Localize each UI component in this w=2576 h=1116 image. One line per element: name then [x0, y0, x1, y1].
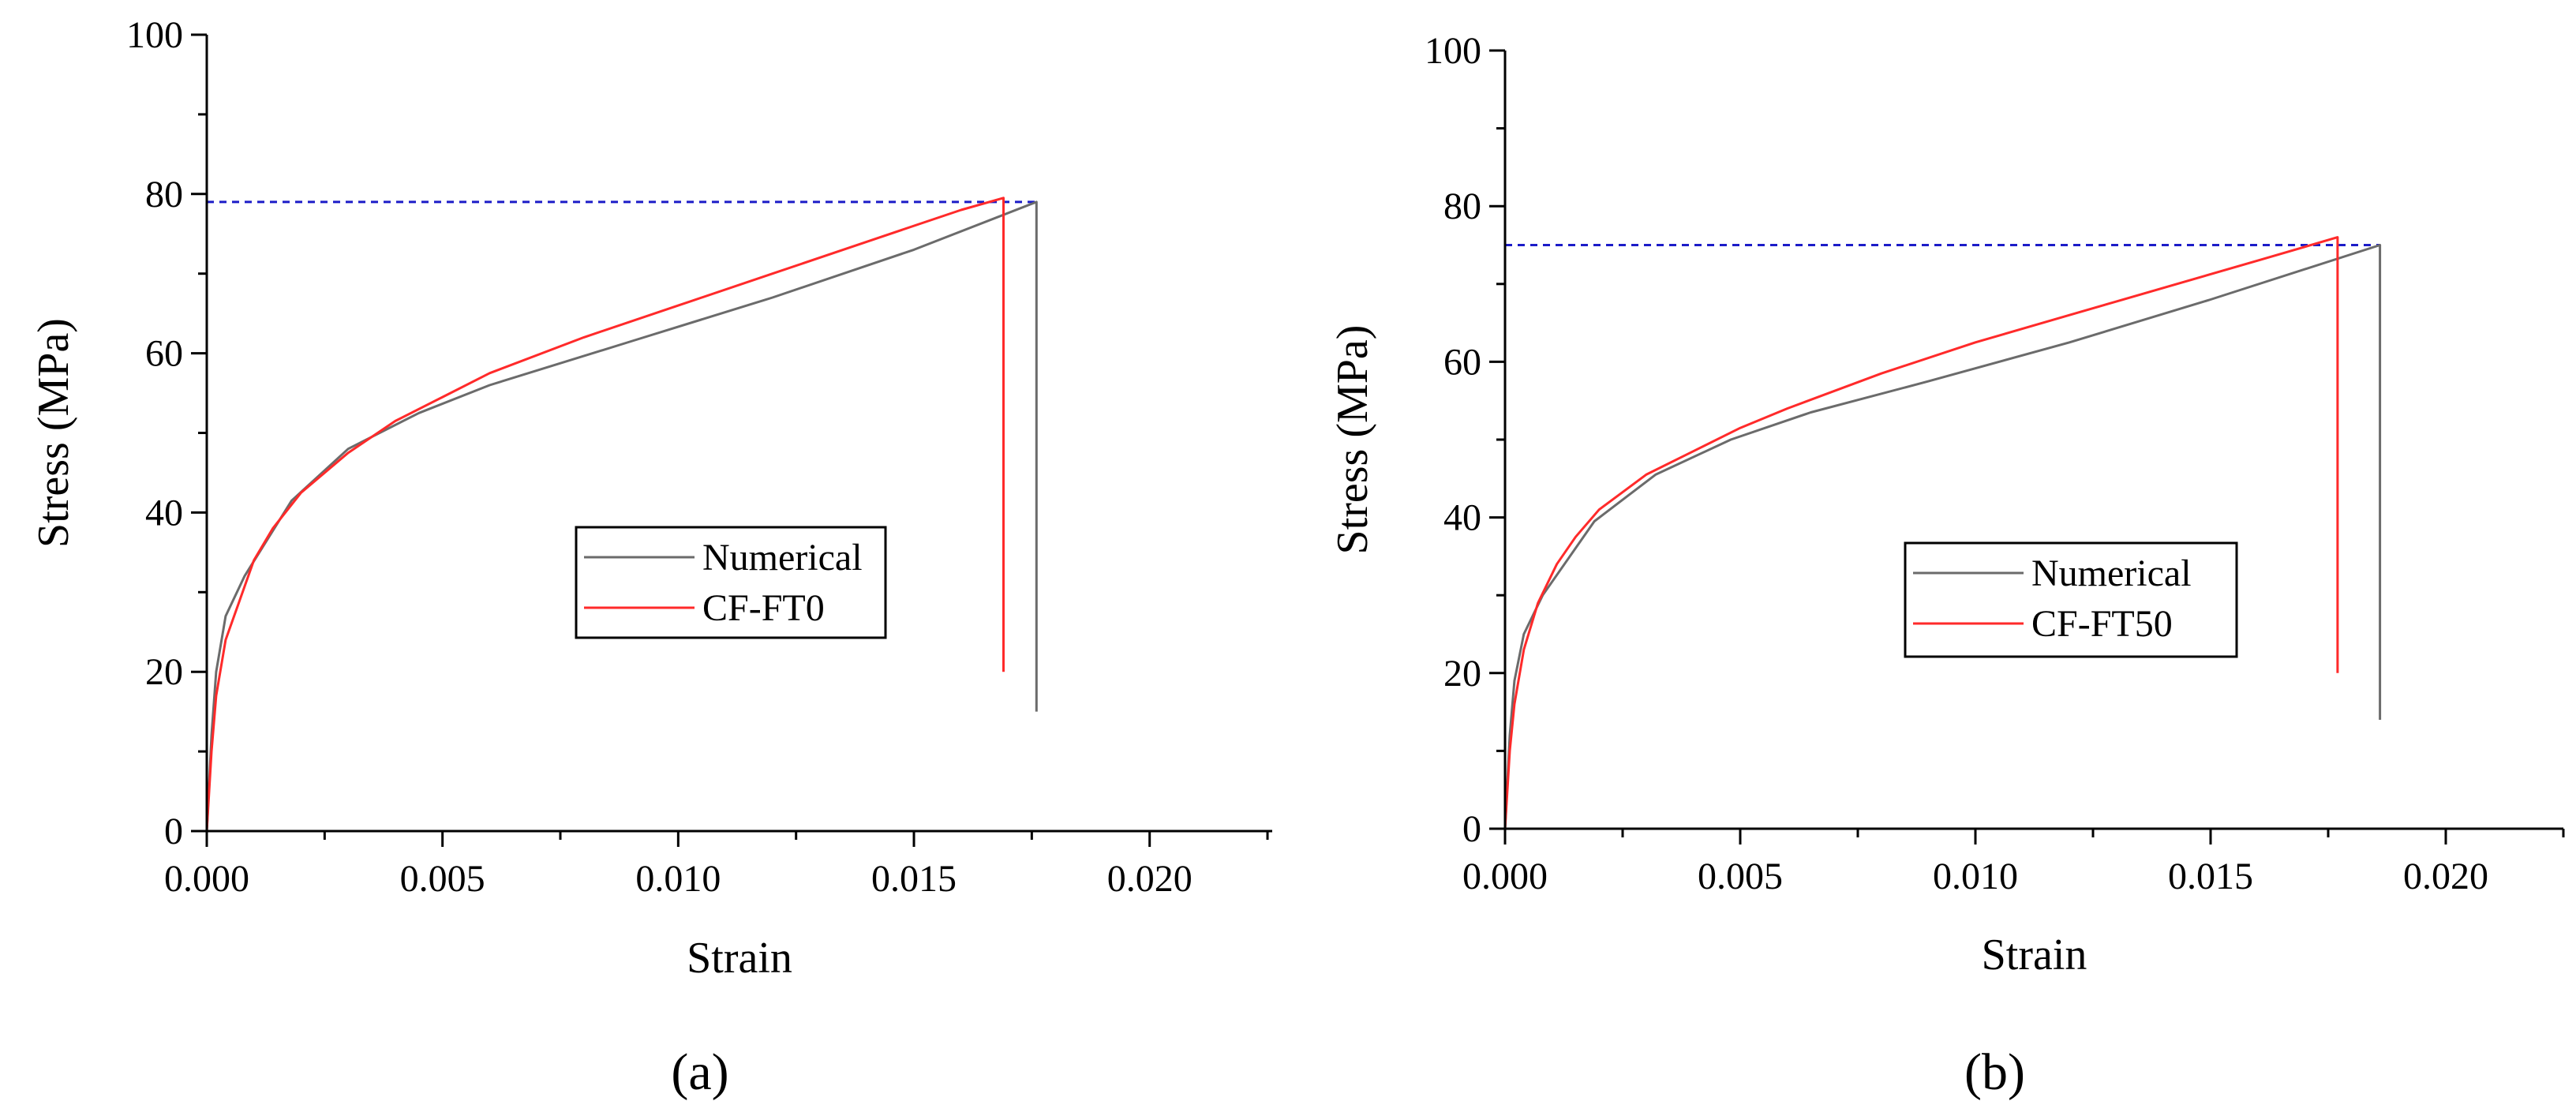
y-axis-title: Stress (MPa) — [29, 318, 78, 548]
y-tick-label: 20 — [1443, 653, 1481, 695]
y-tick-label: 40 — [1443, 497, 1481, 539]
y-axis-title: Stress (MPa) — [1328, 325, 1377, 555]
x-tick-label: 0.020 — [1107, 858, 1193, 900]
x-tick-label: 0.010 — [635, 858, 721, 900]
y-tick-label: 60 — [145, 333, 183, 375]
axes-a: 0.000 0.005 0.010 0.015 0.020 0 20 40 60 80 100 — [126, 14, 1272, 900]
series-line-experimental — [205, 197, 1005, 832]
x-tick-label: 0.005 — [1698, 856, 1783, 897]
legend-label-numerical: Numerical — [2031, 552, 2192, 594]
y-tick-label: 20 — [145, 651, 183, 693]
series-line-numerical — [1503, 244, 2382, 830]
plot-area-a — [205, 197, 1038, 832]
panel-label: (a) — [671, 1043, 728, 1101]
legend-label-experimental: CF-FT50 — [2031, 603, 2173, 645]
series-line-numerical — [205, 200, 1038, 832]
y-tick-label: 0 — [1462, 808, 1481, 850]
x-tick-label: 0.010 — [1933, 856, 2018, 897]
legend-label-experimental: CF-FT0 — [702, 587, 825, 629]
x-tick-label: 0.000 — [1462, 856, 1548, 897]
x-axis-title: Strain — [1982, 931, 2087, 979]
x-tick-label: 0.015 — [871, 858, 957, 900]
axes-b: 0.000 0.005 0.010 0.015 0.020 0 20 40 60 80 100 — [1425, 30, 2565, 897]
panel-label: (b) — [1964, 1043, 2025, 1101]
x-tick-label: 0.015 — [2168, 856, 2253, 897]
legend-label-numerical: Numerical — [702, 537, 863, 579]
plot-area-b — [1503, 236, 2382, 830]
x-tick-label: 0.005 — [400, 858, 485, 900]
chart-panel-b: 0.000 0.005 0.010 0.015 0.020 0 20 40 60 80 100 Nu… — [1328, 30, 2565, 1101]
y-tick-label: 80 — [145, 174, 183, 215]
legend-b: Numerical CF-FT50 — [1904, 541, 2238, 658]
y-tick-label: 60 — [1443, 341, 1481, 383]
y-tick-label: 0 — [164, 811, 183, 852]
series-line-experimental — [1503, 236, 2339, 830]
legend-box — [1904, 541, 2238, 658]
y-tick-label: 100 — [126, 14, 183, 56]
y-tick-label: 40 — [145, 492, 183, 534]
y-tick-label: 100 — [1425, 30, 1481, 72]
chart-panel-a: 0.000 0.005 0.010 0.015 0.020 0 20 40 60 80 100 Nu… — [29, 14, 1272, 1101]
y-tick-label: 80 — [1443, 185, 1481, 227]
x-tick-label: 0.020 — [2403, 856, 2488, 897]
x-tick-label: 0.000 — [164, 858, 249, 900]
x-axis-title: Strain — [687, 934, 792, 983]
legend-box — [575, 526, 887, 639]
legend-a: Numerical CF-FT0 — [575, 526, 887, 639]
